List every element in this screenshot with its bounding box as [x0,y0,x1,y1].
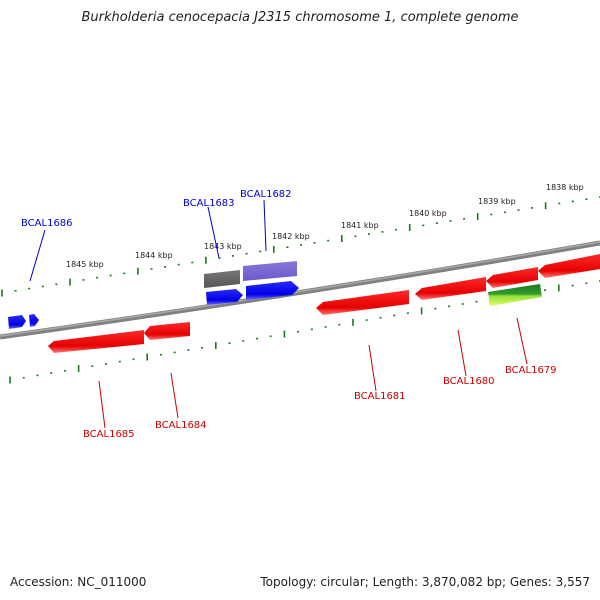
gene-bcal1685[interactable] [48,330,144,353]
chromosome-backbone [0,240,600,340]
gene-bcal1683-shadow [204,270,240,288]
gene-label-bcal1679[interactable]: BCAL1679 [505,365,557,376]
gene-bcal1679[interactable] [488,284,542,306]
gene-label-bcal1682[interactable]: BCAL1682 [240,189,292,200]
gene-arrow-small-2[interactable] [29,314,39,327]
leader-bcal1683 [207,206,220,259]
kbp-label-1840: 1840 kbp [409,209,447,218]
leader-bcal1679 [516,317,528,365]
leader-bcal1680 [457,329,467,377]
upper-scale-ticks [1,196,600,297]
gene-bcal1681[interactable] [316,290,409,315]
kbp-label-1844: 1844 kbp [135,251,173,260]
kbp-label-1845: 1845 kbp [66,260,104,269]
gene-bcal1683[interactable] [206,289,243,305]
leader-bcal1686 [29,229,46,282]
kbp-label-1838: 1838 kbp [546,183,584,192]
gene-bcal1684[interactable] [144,322,190,340]
leader-bcal1684 [170,372,179,419]
genome-summary-text: Topology: circular; Length: 3,870,082 bp… [260,575,590,589]
gene-label-bcal1681[interactable]: BCAL1681 [354,391,406,402]
map-title: Burkholderia cenocepacia J2315 chromosom… [81,10,519,25]
leader-bcal1681 [368,344,377,392]
gene-bcal1678[interactable] [538,254,600,278]
gene-label-bcal1680[interactable]: BCAL1680 [443,376,495,387]
kbp-label-1839: 1839 kbp [478,197,516,206]
accession-text: Accession: NC_011000 [10,575,147,589]
gene-bcal1682[interactable] [246,281,299,300]
gene-arrow-small-1[interactable] [8,315,26,329]
gene-bcal1679-top[interactable] [486,267,538,288]
gene-bcal1682-shadow [243,261,297,281]
kbp-label-1842: 1842 kbp [272,232,310,241]
gene-bcal1680[interactable] [415,277,486,300]
gene-label-bcal1685[interactable]: BCAL1685 [83,429,135,440]
gene-label-bcal1683[interactable]: BCAL1683 [183,198,235,209]
leader-bcal1682 [263,199,267,252]
kbp-label-1841: 1841 kbp [341,221,379,230]
gene-label-bcal1684[interactable]: BCAL1684 [155,420,207,431]
gene-label-bcal1686[interactable]: BCAL1686 [21,218,73,229]
kbp-label-1843: 1843 kbp [204,242,242,251]
leader-bcal1685 [98,380,106,429]
